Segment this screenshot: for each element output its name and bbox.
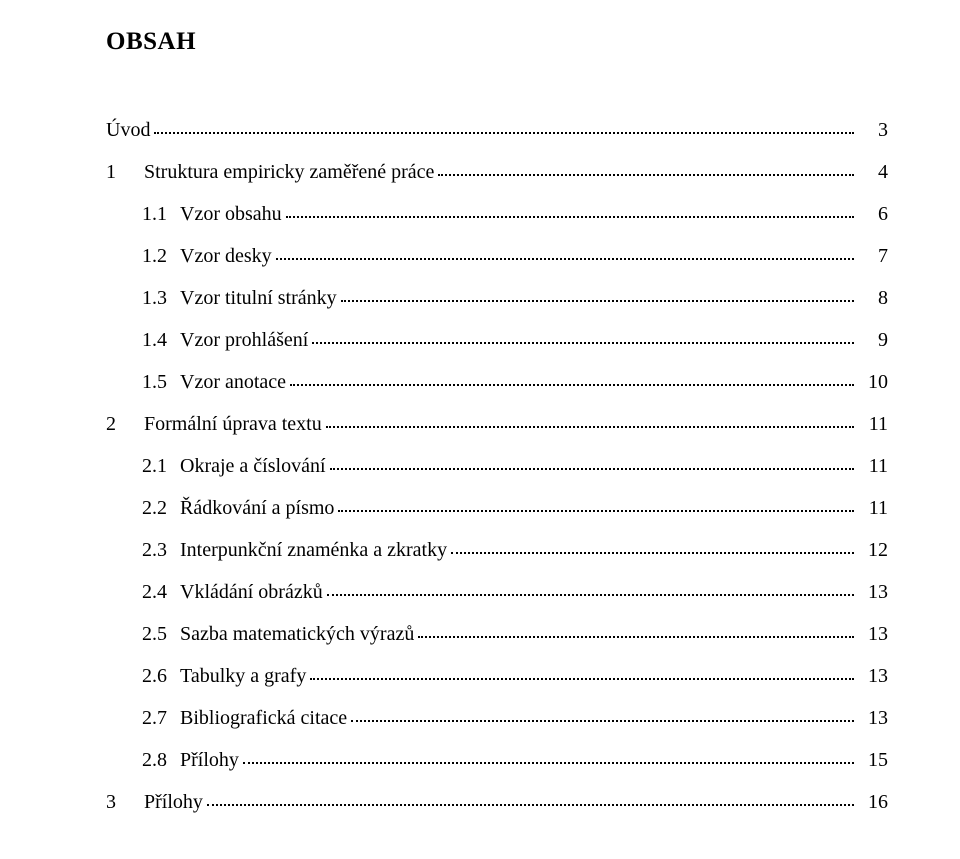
toc-dot-leader bbox=[243, 746, 854, 766]
toc-entry-number: 3 bbox=[106, 792, 144, 812]
toc-entry-page: 13 bbox=[860, 582, 888, 602]
toc-entry-number: 2.3 bbox=[142, 540, 180, 560]
toc-dot-leader bbox=[438, 158, 854, 178]
toc-dot-leader bbox=[312, 326, 854, 346]
toc-entry-label: Vzor desky bbox=[180, 246, 272, 266]
toc-entry-number: 1.1 bbox=[142, 204, 180, 224]
toc-row: 2 Formální úprava textu 11 bbox=[106, 410, 888, 430]
toc-entry-page: 12 bbox=[860, 540, 888, 560]
toc-dot-leader bbox=[418, 620, 854, 640]
toc-entry-page: 10 bbox=[860, 372, 888, 392]
toc-entry-page: 4 bbox=[860, 162, 888, 182]
toc-entry-page: 15 bbox=[860, 750, 888, 770]
toc-dot-leader bbox=[276, 242, 854, 262]
toc-entry-label: Tabulky a grafy bbox=[180, 666, 306, 686]
toc-entry-label: Interpunkční znaménka a zkratky bbox=[180, 540, 447, 560]
toc-dot-leader bbox=[154, 116, 854, 136]
toc-entry-label: Úvod bbox=[106, 120, 150, 140]
toc-entry-label: Struktura empiricky zaměřené práce bbox=[144, 162, 434, 182]
toc-dot-leader bbox=[330, 452, 855, 472]
toc-entry-label: Sazba matematických výrazů bbox=[180, 624, 414, 644]
toc-entry-number: 2 bbox=[106, 414, 144, 434]
toc-entry-page: 3 bbox=[860, 120, 888, 140]
toc-row: 2.6 Tabulky a grafy 13 bbox=[106, 662, 888, 682]
toc-entry-number: 1.3 bbox=[142, 288, 180, 308]
toc-entry-number: 1.2 bbox=[142, 246, 180, 266]
toc-entry-number: 2.5 bbox=[142, 624, 180, 644]
toc-dot-leader bbox=[290, 368, 854, 388]
toc-dot-leader bbox=[451, 536, 854, 556]
toc-row: 1.3 Vzor titulní stránky 8 bbox=[106, 284, 888, 304]
toc-dot-leader bbox=[351, 704, 854, 724]
toc-row: 2.2 Řádkování a písmo 11 bbox=[106, 494, 888, 514]
toc-entry-label: Formální úprava textu bbox=[144, 414, 322, 434]
toc-entry-label: Přílohy bbox=[144, 792, 203, 812]
toc-entry-label: Vzor titulní stránky bbox=[180, 288, 337, 308]
toc-entry-page: 11 bbox=[860, 498, 888, 518]
toc-row: 3 Přílohy 16 bbox=[106, 788, 888, 808]
toc-dot-leader bbox=[310, 662, 854, 682]
toc-entry-page: 11 bbox=[860, 414, 888, 434]
toc-row: 2.4 Vkládání obrázků 13 bbox=[106, 578, 888, 598]
toc-entry-label: Vzor obsahu bbox=[180, 204, 282, 224]
toc-row: 1.4 Vzor prohlášení 9 bbox=[106, 326, 888, 346]
toc-entry-number: 1.5 bbox=[142, 372, 180, 392]
toc-entry-page: 13 bbox=[860, 624, 888, 644]
toc-row: 2.5 Sazba matematických výrazů 13 bbox=[106, 620, 888, 640]
toc-dot-leader bbox=[207, 788, 854, 808]
toc-row: 1.1 Vzor obsahu 6 bbox=[106, 200, 888, 220]
toc-entry-page: 13 bbox=[860, 708, 888, 728]
toc-row: 1.2 Vzor desky 7 bbox=[106, 242, 888, 262]
toc-dot-leader bbox=[327, 578, 854, 598]
toc-entry-page: 7 bbox=[860, 246, 888, 266]
toc-entry-page: 9 bbox=[860, 330, 888, 350]
toc-row: 1.5 Vzor anotace 10 bbox=[106, 368, 888, 388]
toc-entry-label: Řádkování a písmo bbox=[180, 498, 334, 518]
toc-entry-number: 1 bbox=[106, 162, 144, 182]
toc-entry-page: 13 bbox=[860, 666, 888, 686]
toc-dot-leader bbox=[341, 284, 854, 304]
toc-entry-number: 2.6 bbox=[142, 666, 180, 686]
toc-entry-label: Vkládání obrázků bbox=[180, 582, 323, 602]
toc-row: Úvod 3 bbox=[106, 116, 888, 136]
toc-entry-page: 11 bbox=[860, 456, 888, 476]
toc-entry-number: 2.7 bbox=[142, 708, 180, 728]
table-of-contents: Úvod 3 1 Struktura empiricky zaměřené pr… bbox=[106, 116, 888, 808]
toc-row: 2.3 Interpunkční znaménka a zkratky 12 bbox=[106, 536, 888, 556]
toc-entry-page: 8 bbox=[860, 288, 888, 308]
toc-entry-page: 16 bbox=[860, 792, 888, 812]
toc-entry-label: Bibliografická citace bbox=[180, 708, 347, 728]
document-title: OBSAH bbox=[106, 28, 888, 56]
toc-entry-number: 2.8 bbox=[142, 750, 180, 770]
toc-dot-leader bbox=[326, 410, 854, 430]
toc-entry-label: Vzor prohlášení bbox=[180, 330, 308, 350]
toc-entry-label: Vzor anotace bbox=[180, 372, 286, 392]
toc-entry-label: Okraje a číslování bbox=[180, 456, 326, 476]
toc-entry-number: 2.4 bbox=[142, 582, 180, 602]
toc-dot-leader bbox=[338, 494, 854, 514]
toc-row: 2.7 Bibliografická citace 13 bbox=[106, 704, 888, 724]
toc-row: 2.1 Okraje a číslování 11 bbox=[106, 452, 888, 472]
toc-dot-leader bbox=[286, 200, 854, 220]
toc-row: 2.8 Přílohy 15 bbox=[106, 746, 888, 766]
toc-row: 1 Struktura empiricky zaměřené práce 4 bbox=[106, 158, 888, 178]
toc-entry-page: 6 bbox=[860, 204, 888, 224]
toc-entry-number: 2.2 bbox=[142, 498, 180, 518]
toc-entry-label: Přílohy bbox=[180, 750, 239, 770]
toc-entry-number: 2.1 bbox=[142, 456, 180, 476]
toc-entry-number: 1.4 bbox=[142, 330, 180, 350]
